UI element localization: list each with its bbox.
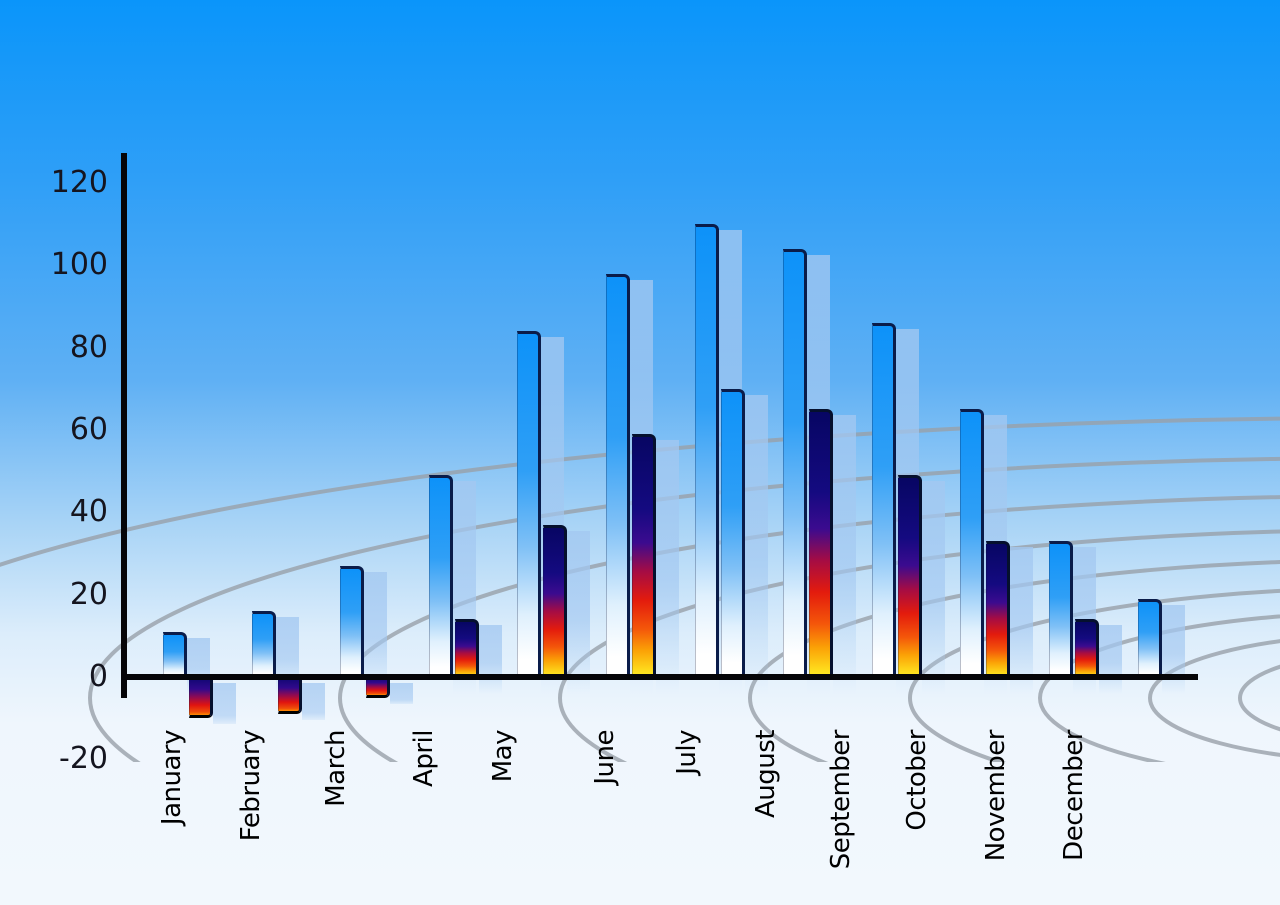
bar-february-secondary — [277, 677, 302, 715]
bar-november-secondary-shadow — [1099, 625, 1122, 694]
bar-august-primary — [783, 248, 808, 677]
y-tick-0: 0 — [88, 659, 108, 694]
bar-september-primary — [871, 322, 896, 677]
bar-january-secondary-shadow — [213, 683, 236, 725]
month-label-text: February — [236, 730, 266, 842]
month-label-text: August — [751, 730, 781, 818]
bar-october-secondary-shadow — [1010, 547, 1034, 694]
bar-january-secondary — [189, 677, 213, 719]
x-axis-line — [122, 674, 1198, 680]
month-label-text: March — [321, 730, 351, 807]
bar-march-secondary — [366, 677, 391, 698]
bar-january-primary — [163, 631, 187, 677]
month-label-text: June — [590, 730, 620, 785]
bar-march-secondary-shadow — [390, 683, 414, 704]
y-tick--20: -20 — [59, 741, 108, 777]
bar-september-secondary — [897, 475, 922, 677]
bar-august-secondary — [809, 409, 834, 677]
y-axis-line — [121, 153, 127, 698]
bar-march-primary-shadow — [364, 571, 388, 694]
bar-april-secondary-shadow — [478, 625, 502, 694]
bar-july-secondary — [720, 388, 745, 677]
bar-december-primary — [1137, 598, 1162, 677]
month-label-text: November — [981, 730, 1011, 862]
month-label-text: December — [1059, 730, 1089, 861]
bar-may-secondary-shadow — [567, 530, 591, 694]
y-tick-100: 100 — [50, 247, 108, 283]
month-label-text: January — [157, 730, 187, 826]
month-label-text: October — [902, 730, 932, 831]
bar-november-primary — [1049, 541, 1073, 677]
bar-november-secondary — [1075, 619, 1099, 677]
y-tick-20: 20 — [69, 576, 108, 612]
bar-february-primary — [251, 611, 276, 677]
month-label-text: July — [672, 730, 702, 775]
bar-october-primary — [960, 409, 985, 677]
bar-april-primary — [428, 475, 453, 677]
month-label-text: September — [826, 730, 856, 870]
y-tick-80: 80 — [69, 329, 108, 365]
bar-july-secondary-shadow — [744, 394, 768, 694]
y-tick-40: 40 — [69, 494, 108, 530]
bar-october-secondary — [986, 541, 1011, 677]
month-label-text: April — [409, 730, 439, 787]
bar-july-primary — [694, 224, 719, 677]
y-tick-60: 60 — [69, 411, 108, 447]
month-label-text: May — [488, 730, 518, 783]
bar-june-secondary — [632, 434, 656, 677]
bar-february-secondary-shadow — [301, 683, 325, 721]
bar-march-primary — [340, 565, 365, 677]
bar-june-primary — [606, 273, 630, 677]
bar-september-secondary-shadow — [921, 481, 945, 694]
bar-april-secondary — [454, 619, 479, 677]
bar-august-secondary-shadow — [833, 415, 857, 694]
bar-december-primary-shadow — [1161, 604, 1185, 694]
bar-may-primary — [517, 331, 542, 677]
y-tick-120: 120 — [50, 164, 108, 200]
bar-may-secondary — [543, 524, 568, 677]
bar-june-secondary-shadow — [656, 440, 679, 694]
